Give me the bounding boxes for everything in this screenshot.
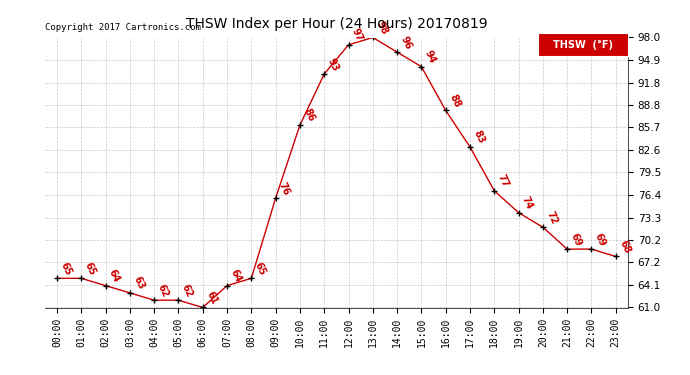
Text: 93: 93 xyxy=(326,56,340,73)
Text: 64: 64 xyxy=(107,268,121,284)
Text: 83: 83 xyxy=(471,129,486,146)
Text: 64: 64 xyxy=(228,268,243,284)
Text: 61: 61 xyxy=(204,290,219,306)
Text: 68: 68 xyxy=(617,238,632,255)
Text: 65: 65 xyxy=(253,261,268,277)
Text: 77: 77 xyxy=(495,173,511,189)
Title: THSW Index per Hour (24 Hours) 20170819: THSW Index per Hour (24 Hours) 20170819 xyxy=(186,17,487,31)
Text: 63: 63 xyxy=(131,275,146,291)
Text: 88: 88 xyxy=(447,92,462,109)
Text: 65: 65 xyxy=(59,261,73,277)
Text: 62: 62 xyxy=(155,282,170,299)
Text: 96: 96 xyxy=(399,34,413,51)
Text: 69: 69 xyxy=(593,231,608,248)
Text: 86: 86 xyxy=(302,107,316,124)
Text: Copyright 2017 Cartronics.com: Copyright 2017 Cartronics.com xyxy=(45,23,201,32)
Text: 65: 65 xyxy=(83,261,97,277)
Text: 62: 62 xyxy=(180,282,195,299)
Text: 69: 69 xyxy=(569,231,583,248)
Text: 74: 74 xyxy=(520,195,535,211)
Text: 76: 76 xyxy=(277,180,292,196)
Text: 72: 72 xyxy=(544,209,559,226)
Text: 98: 98 xyxy=(374,20,389,36)
Text: 94: 94 xyxy=(423,49,437,65)
Text: 97: 97 xyxy=(350,27,365,44)
